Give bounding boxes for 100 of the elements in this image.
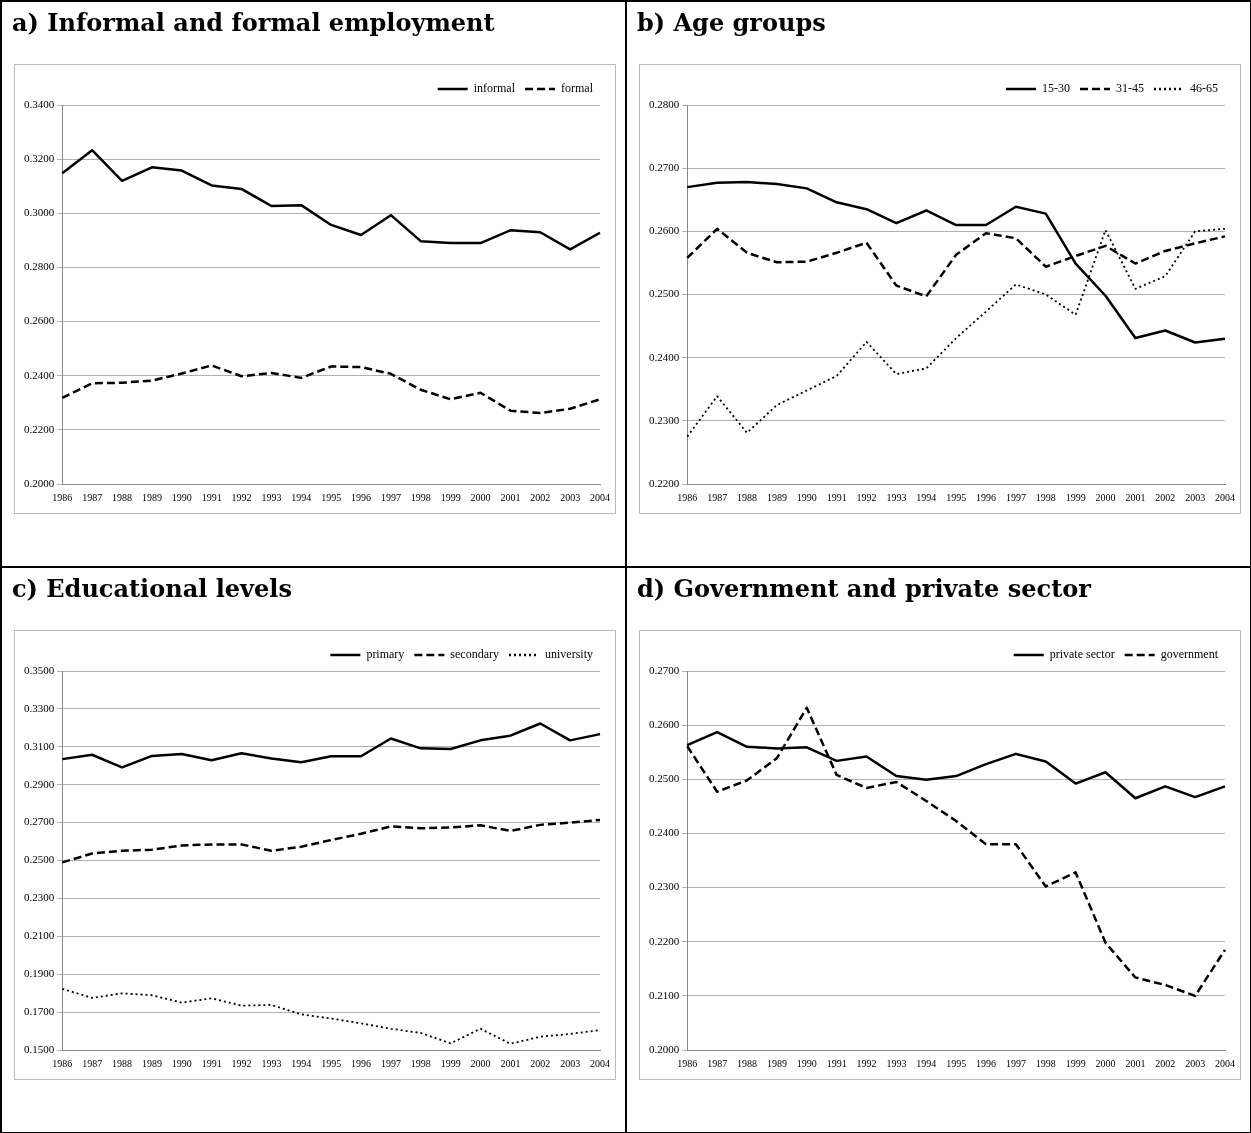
x-tick-label: 2001 (1125, 491, 1146, 503)
x-tick-label: 2002 (530, 1057, 551, 1069)
x-tick-label: 1986 (52, 1057, 73, 1069)
y-tick-label: 0.2600 (649, 718, 680, 731)
x-tick-label: 1998 (1035, 491, 1056, 503)
x-tick-label: 2000 (1095, 1057, 1116, 1069)
x-tick-label: 1986 (677, 491, 698, 503)
x-tick-label: 1988 (737, 1057, 757, 1069)
y-tick-label: 0.2200 (24, 422, 55, 435)
x-tick-label: 1986 (52, 491, 73, 503)
y-tick-label: 0.2500 (649, 287, 680, 300)
x-tick-label: 1998 (1035, 1057, 1056, 1069)
x-tick-label: 1987 (707, 491, 728, 503)
x-tick-label: 1999 (1065, 491, 1086, 503)
x-tick-label: 1998 (410, 1057, 431, 1069)
x-tick-label: 2000 (470, 1057, 491, 1069)
x-tick-label: 1996 (351, 491, 371, 503)
x-tick-label: 2001 (500, 491, 521, 503)
x-tick-label: 1997 (380, 491, 401, 503)
y-tick-label: 0.3500 (24, 663, 55, 676)
x-tick-label: 2004 (590, 1057, 610, 1069)
x-tick-label: 2002 (530, 491, 551, 503)
y-tick-label: 0.2900 (24, 777, 55, 790)
y-tick-label: 0.1700 (24, 1004, 55, 1017)
y-tick-label: 0.1900 (24, 967, 55, 980)
legend-label: formal (561, 81, 594, 96)
y-tick-label: 0.2200 (649, 476, 680, 489)
x-tick-label: 1990 (796, 1057, 817, 1069)
x-tick-label: 1993 (261, 1057, 282, 1069)
x-tick-label: 1996 (351, 1057, 371, 1069)
x-tick-label: 1987 (82, 1057, 103, 1069)
y-tick-label: 0.2300 (649, 880, 680, 893)
x-tick-label: 2003 (560, 1057, 581, 1069)
chart-title: d) Government and private sector (637, 574, 1092, 603)
legend-label: 46-65 (1190, 81, 1218, 96)
y-tick-label: 0.2700 (24, 815, 55, 828)
x-tick-label: 2003 (560, 491, 581, 503)
chart-title: b) Age groups (637, 8, 827, 37)
x-tick-label: 1999 (1065, 1057, 1086, 1069)
x-tick-label: 1993 (261, 491, 282, 503)
legend-label: secondary (450, 647, 500, 662)
x-tick-label: 1989 (141, 491, 162, 503)
y-tick-label: 0.2300 (649, 413, 680, 426)
x-tick-label: 1994 (916, 1057, 937, 1069)
x-tick-label: 1990 (171, 491, 192, 503)
legend-label: 31-45 (1116, 81, 1145, 96)
x-tick-label: 1992 (231, 1057, 252, 1069)
x-tick-label: 1999 (440, 491, 461, 503)
y-tick-label: 0.1500 (24, 1042, 55, 1055)
y-tick-label: 0.2400 (24, 368, 55, 381)
legend-label: 15-30 (1042, 81, 1071, 96)
x-tick-label: 2003 (1185, 1057, 1206, 1069)
y-tick-label: 0.2100 (649, 988, 680, 1001)
y-tick-label: 0.2400 (649, 350, 680, 363)
x-tick-label: 2000 (1095, 491, 1116, 503)
x-tick-label: 1991 (201, 1057, 222, 1069)
x-tick-label: 1991 (201, 491, 222, 503)
x-tick-label: 1997 (1005, 491, 1026, 503)
x-tick-label: 2003 (1185, 491, 1206, 503)
x-tick-label: 1990 (171, 1057, 192, 1069)
x-tick-label: 1996 (976, 1057, 996, 1069)
y-tick-label: 0.2800 (24, 260, 55, 273)
y-tick-label: 0.3100 (24, 739, 55, 752)
x-tick-label: 1986 (677, 1057, 698, 1069)
x-tick-label: 1991 (826, 1057, 847, 1069)
x-tick-label: 1989 (766, 491, 787, 503)
x-tick-label: 1998 (410, 491, 431, 503)
legend-label: university (545, 647, 594, 662)
x-tick-label: 2002 (1155, 491, 1176, 503)
y-tick-label: 0.2000 (24, 476, 55, 489)
x-tick-label: 1992 (856, 1057, 877, 1069)
y-tick-label: 0.2600 (24, 314, 55, 327)
x-tick-label: 1987 (707, 1057, 728, 1069)
x-tick-label: 1988 (112, 1057, 132, 1069)
y-tick-label: 0.2300 (24, 891, 55, 904)
x-tick-label: 2004 (1215, 491, 1235, 503)
x-tick-label: 1997 (1005, 1057, 1026, 1069)
chart-title: c) Educational levels (12, 574, 293, 603)
y-tick-label: 0.2400 (649, 826, 680, 839)
chart-title: a) Informal and formal employment (12, 8, 496, 37)
x-tick-label: 1992 (231, 491, 252, 503)
x-tick-label: 1988 (112, 491, 132, 503)
x-tick-label: 1994 (291, 491, 312, 503)
x-tick-label: 1995 (946, 1057, 967, 1069)
y-tick-label: 0.2100 (24, 929, 55, 942)
y-tick-label: 0.2000 (649, 1042, 680, 1055)
x-tick-label: 1995 (321, 1057, 342, 1069)
x-tick-label: 1995 (946, 491, 967, 503)
y-tick-label: 0.3300 (24, 701, 55, 714)
x-tick-label: 1988 (737, 491, 757, 503)
y-tick-label: 0.3000 (24, 206, 55, 219)
y-tick-label: 0.3400 (24, 97, 55, 110)
x-tick-label: 1994 (291, 1057, 312, 1069)
x-tick-label: 1989 (766, 1057, 787, 1069)
x-tick-label: 1993 (886, 491, 907, 503)
y-tick-label: 0.3200 (24, 152, 55, 165)
x-tick-label: 1989 (141, 1057, 162, 1069)
y-tick-label: 0.2700 (649, 161, 680, 174)
x-tick-label: 1993 (886, 1057, 907, 1069)
x-tick-label: 2004 (590, 491, 610, 503)
